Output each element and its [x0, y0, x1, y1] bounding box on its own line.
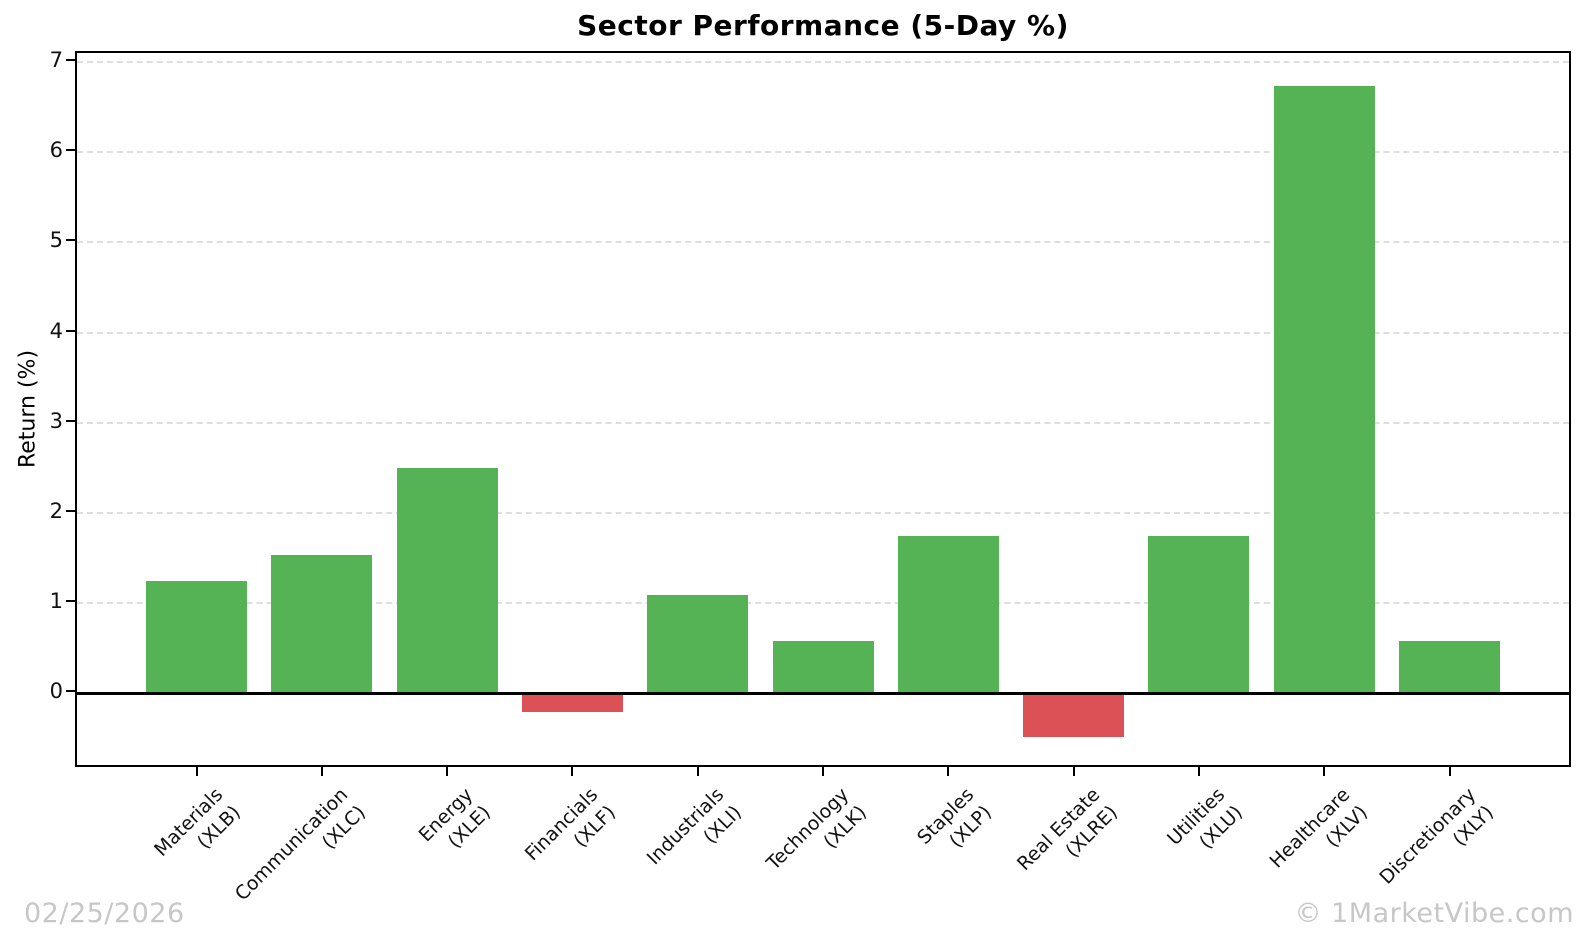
- y-tick-mark-2: [66, 509, 75, 512]
- bar-real-estate: [1023, 693, 1125, 737]
- bar-materials: [146, 581, 247, 694]
- x-tick-mark-2: [446, 767, 449, 776]
- gridline-y-5: [77, 241, 1569, 244]
- x-tick-mark-8: [1197, 767, 1200, 776]
- y-tick-label-2: 2: [49, 498, 63, 523]
- y-tick-label-5: 5: [49, 228, 63, 253]
- y-tick-label-1: 1: [49, 589, 63, 614]
- y-tick-mark-1: [66, 600, 75, 603]
- x-tick-label-energy: Energy (XLE): [414, 783, 496, 853]
- bar-technology: [772, 640, 874, 694]
- x-tick-label-staples: Staples (XLP): [913, 783, 997, 853]
- x-tick-label-industrials: Industrials (XLI): [642, 783, 746, 870]
- bar-healthcare: [1273, 86, 1375, 694]
- date-watermark: 02/25/2026: [24, 898, 185, 929]
- y-tick-mark-5: [66, 239, 75, 242]
- plot-area: [75, 51, 1571, 767]
- gridline-y-1: [77, 602, 1569, 605]
- bar-financials: [521, 693, 623, 713]
- gridline-y-2: [77, 511, 1569, 514]
- brand-watermark: © 1MarketVibe.com: [1294, 898, 1574, 929]
- x-tick-mark-10: [1448, 767, 1451, 776]
- x-tick-label-discretionary: Discretionary (XLY): [1374, 783, 1498, 889]
- gridline-y-4: [77, 331, 1569, 334]
- x-tick-label-financials: Financials (XLF): [521, 783, 621, 866]
- y-axis-title: Return (%): [15, 349, 41, 469]
- y-tick-label-7: 7: [49, 48, 63, 73]
- x-tick-label-materials: Materials (XLB): [149, 783, 245, 861]
- x-tick-label-real-estate: Real Estate (XLRE): [1012, 783, 1122, 876]
- bar-communication: [271, 555, 373, 694]
- x-tick-label-technology: Technology (XLK): [762, 783, 871, 875]
- y-tick-mark-0: [66, 690, 75, 693]
- x-tick-mark-3: [571, 767, 574, 776]
- x-tick-label-healthcare: Healthcare (XLV): [1265, 783, 1373, 873]
- x-tick-mark-1: [320, 767, 323, 776]
- y-tick-label-0: 0: [49, 679, 63, 704]
- gridline-y-7: [77, 61, 1569, 64]
- x-tick-mark-6: [947, 767, 950, 776]
- x-tick-mark-4: [696, 767, 699, 776]
- y-tick-mark-3: [66, 419, 75, 422]
- y-tick-mark-7: [66, 59, 75, 62]
- y-tick-label-4: 4: [49, 318, 63, 343]
- gridline-y-6: [77, 151, 1569, 154]
- bar-staples: [897, 536, 999, 694]
- x-tick-mark-5: [822, 767, 824, 776]
- bar-discretionary: [1399, 640, 1500, 694]
- chart-title: Sector Performance (5-Day %): [577, 9, 1069, 42]
- x-tick-label-utilities: Utilities (XLU): [1163, 783, 1247, 854]
- zero-line: [77, 692, 1569, 696]
- y-tick-label-6: 6: [49, 138, 63, 163]
- bar-utilities: [1148, 536, 1250, 694]
- bar-energy: [396, 467, 498, 694]
- gridline-y-3: [77, 421, 1569, 424]
- y-tick-mark-4: [66, 329, 75, 332]
- x-tick-mark-7: [1072, 767, 1075, 776]
- y-tick-label-3: 3: [49, 408, 63, 433]
- x-tick-label-communication: Communication (XLC): [230, 783, 370, 906]
- bar-industrials: [647, 594, 749, 694]
- x-tick-mark-0: [195, 767, 198, 776]
- y-tick-mark-6: [66, 149, 75, 152]
- x-tick-mark-9: [1323, 767, 1326, 776]
